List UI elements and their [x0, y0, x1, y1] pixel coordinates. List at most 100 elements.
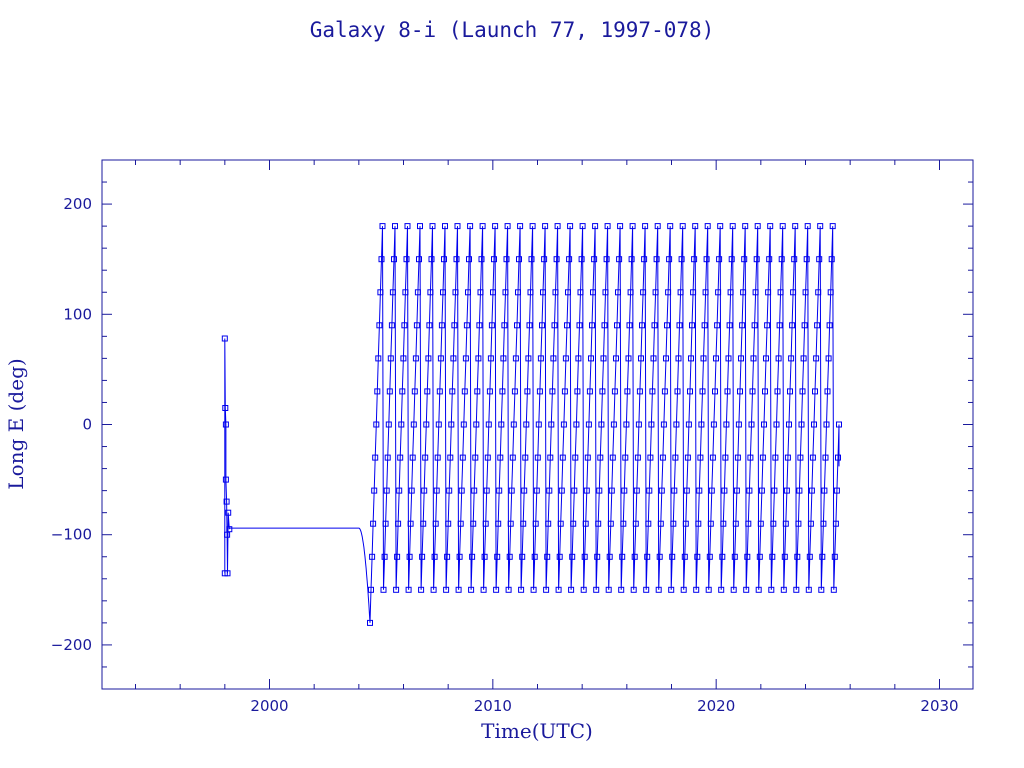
- data-point: [376, 322, 383, 329]
- data-point: [742, 223, 749, 230]
- data-point: [445, 520, 452, 527]
- data-point: [406, 553, 413, 560]
- data-point: [416, 256, 422, 263]
- data-point: [767, 223, 774, 230]
- data-point: [381, 553, 388, 560]
- data-point: [651, 322, 658, 329]
- data-point: [457, 520, 464, 527]
- data-point: [712, 388, 718, 395]
- data-point: [678, 256, 685, 263]
- data-point: [501, 322, 508, 329]
- data-point: [761, 421, 767, 428]
- data-point: [598, 421, 605, 428]
- data-point: [477, 289, 484, 296]
- plot-frame: [101, 159, 974, 690]
- data-point: [671, 487, 678, 494]
- data-point: [486, 388, 493, 395]
- data-point: [799, 388, 806, 395]
- data-point: [813, 355, 820, 362]
- data-point: [700, 355, 707, 362]
- data-point: [696, 487, 703, 494]
- data-point: [583, 487, 590, 494]
- data-point: [645, 520, 652, 527]
- data-point: [488, 322, 495, 329]
- data-point: [753, 256, 760, 263]
- data-point: [510, 421, 517, 428]
- data-point: [652, 289, 659, 296]
- data-point: [825, 355, 832, 362]
- data-point: [509, 454, 516, 461]
- data-point: [430, 586, 437, 593]
- data-point: [223, 498, 230, 505]
- data-point: [787, 388, 793, 395]
- data-point: [688, 355, 694, 362]
- data-point: [461, 388, 468, 395]
- data-point: [826, 322, 833, 329]
- data-point: [635, 421, 642, 428]
- data-point: [442, 223, 448, 230]
- data-point: [438, 322, 445, 329]
- data-point: [383, 487, 390, 494]
- data-point: [370, 520, 377, 527]
- data-point: [771, 487, 778, 494]
- data-point: [757, 520, 764, 527]
- data-point: [731, 553, 738, 560]
- data-point: [721, 487, 728, 494]
- data-point: [599, 388, 606, 395]
- data-point: [449, 388, 456, 395]
- data-point: [528, 256, 535, 263]
- data-point: [224, 570, 231, 577]
- data-point: [616, 256, 623, 263]
- data-point: [222, 405, 229, 411]
- data-point: [643, 586, 650, 593]
- data-point: [676, 322, 683, 329]
- data-point: [225, 509, 232, 516]
- data-point: [737, 388, 743, 395]
- data-point: [492, 223, 499, 230]
- data-point: [490, 289, 496, 296]
- data-point: [497, 454, 504, 461]
- data-point: [462, 355, 469, 362]
- data-point: [815, 289, 822, 296]
- data-point: [580, 586, 587, 593]
- data-point: [389, 289, 396, 296]
- data-point: [505, 586, 512, 593]
- data-point: [472, 454, 479, 461]
- data-point: [727, 289, 734, 296]
- data-point: [431, 553, 438, 560]
- data-point: [657, 520, 664, 527]
- data-point: [666, 256, 673, 263]
- data-point: [654, 223, 661, 230]
- data-point: [522, 454, 529, 461]
- data-point: [496, 487, 503, 494]
- data-point: [791, 256, 798, 263]
- data-point: [554, 223, 561, 230]
- data-point: [690, 289, 697, 296]
- data-point: [504, 223, 511, 230]
- data-point: [613, 355, 619, 362]
- data-point: [653, 256, 660, 263]
- data-point: [641, 256, 648, 263]
- data-point: [763, 355, 769, 362]
- data-point: [593, 586, 600, 593]
- data-point: [456, 553, 463, 560]
- data-point: [396, 487, 403, 494]
- data-point: [691, 256, 698, 263]
- data-point: [467, 223, 474, 230]
- data-point: [503, 256, 510, 263]
- data-point: [482, 520, 489, 527]
- data-point: [786, 421, 792, 428]
- data-point: [591, 256, 598, 263]
- data-point: [405, 586, 412, 593]
- data-point: [493, 586, 500, 593]
- data-point: [553, 256, 560, 263]
- data-point: [575, 355, 582, 362]
- data-point: [508, 487, 515, 494]
- data-point: [729, 223, 736, 230]
- x-tick-label: 2010: [474, 697, 512, 715]
- data-point: [811, 421, 817, 428]
- data-point: [367, 619, 373, 626]
- data-point: [610, 421, 617, 428]
- data-point: [404, 223, 411, 230]
